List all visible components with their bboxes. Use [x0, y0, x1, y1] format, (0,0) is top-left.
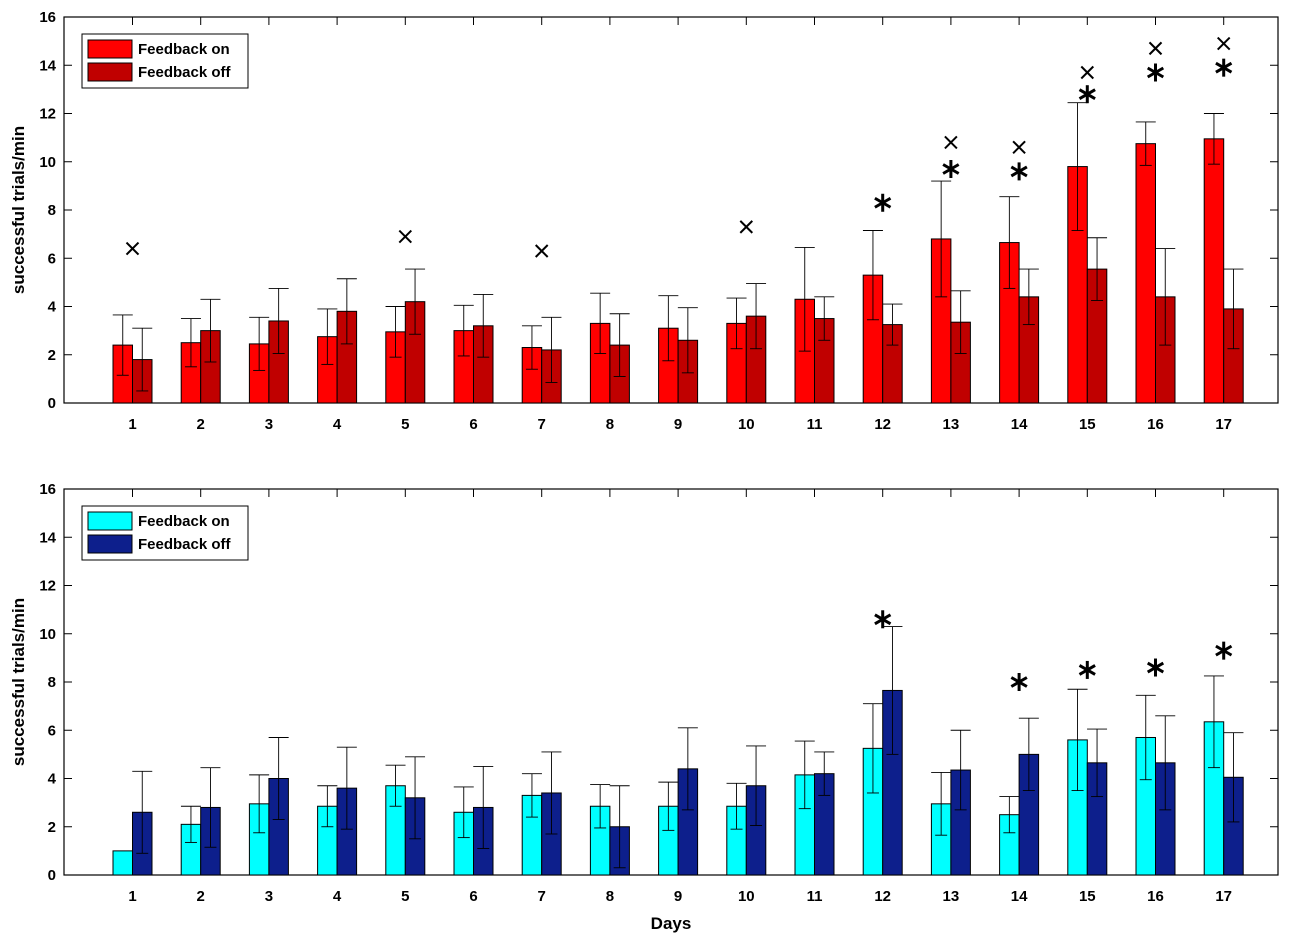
- top-ytick-label: 10: [39, 154, 56, 171]
- top-xtick-label: 17: [1215, 416, 1232, 433]
- top-xtick-label: 15: [1079, 416, 1096, 433]
- top-xtick-label: 6: [469, 416, 477, 433]
- top-legend-swatch-off: [87, 62, 133, 82]
- top-marker-asterisk: *: [1010, 162, 1028, 181]
- bottom-ytick-label: 2: [48, 819, 56, 836]
- bottom-ylabel: successful trials/min: [9, 598, 28, 766]
- top-xtick-label: 14: [1011, 416, 1028, 433]
- top-xtick-label: 1: [128, 416, 136, 433]
- top-xtick-label: 7: [538, 416, 546, 433]
- top-xtick-label: 4: [333, 416, 342, 433]
- top-ytick-label: 8: [48, 202, 56, 219]
- top-ytick-label: 12: [39, 106, 56, 123]
- top-xtick-label: 3: [265, 416, 273, 433]
- bottom-ytick-label: 14: [39, 529, 56, 546]
- top-marker-cross: ×: [1080, 65, 1095, 80]
- top-marker-cross: ×: [1148, 41, 1163, 56]
- top-marker-cross: ×: [944, 135, 958, 150]
- bottom-ytick-label: 8: [48, 674, 56, 691]
- top-ytick-label: 4: [48, 299, 57, 316]
- bottom-marker-asterisk: *: [874, 610, 892, 629]
- top-xtick-label: 11: [807, 416, 823, 433]
- bottom-xtick-label: 3: [265, 888, 273, 905]
- top-marker-cross: ×: [1012, 140, 1026, 154]
- bottom-xtick-label: 13: [943, 888, 960, 905]
- top-marker-asterisk: *: [1078, 85, 1096, 104]
- bottom-xtick-label: 9: [674, 888, 682, 905]
- top-legend-label-on: Feedback on: [138, 41, 230, 58]
- bottom-ytick-label: 4: [48, 771, 57, 788]
- top-marker-asterisk: *: [1146, 63, 1165, 82]
- bottom-xtick-label: 5: [401, 888, 409, 905]
- bottom-xtick-label: 4: [333, 888, 342, 905]
- top-ytick-label: 16: [39, 9, 56, 26]
- top-xtick-label: 12: [874, 416, 891, 433]
- bottom-ytick-label: 6: [48, 722, 56, 739]
- bottom-marker-asterisk: *: [1215, 641, 1233, 660]
- top-ytick-label: 14: [39, 57, 56, 74]
- bottom-xtick-label: 8: [606, 888, 614, 905]
- bottom-xtick-label: 2: [197, 888, 205, 905]
- top-ytick-label: 2: [48, 347, 56, 364]
- bottom-marker-asterisk: *: [1078, 660, 1096, 679]
- top-marker-asterisk: *: [1215, 58, 1233, 77]
- top-ytick-label: 0: [48, 395, 56, 412]
- top-xtick-label: 8: [606, 416, 614, 433]
- top-ytick-label: 6: [48, 250, 56, 267]
- top-xtick-label: 16: [1147, 416, 1164, 433]
- top-xtick-label: 5: [401, 416, 409, 433]
- top-marker-cross: ×: [1216, 36, 1231, 51]
- bottom-ytick-label: 16: [39, 481, 56, 498]
- bottom-xlabel: Days: [651, 914, 692, 933]
- bottom-xtick-label: 1: [128, 888, 136, 905]
- top-bar-on: [1135, 143, 1156, 404]
- bottom-marker-asterisk: *: [1146, 658, 1165, 677]
- top-marker-asterisk: *: [874, 193, 892, 212]
- top-xtick-label: 13: [943, 416, 960, 433]
- top-xtick-label: 9: [674, 416, 682, 433]
- bottom-xtick-label: 6: [469, 888, 477, 905]
- bottom-ytick-label: 12: [39, 578, 56, 595]
- top-marker-cross: ×: [125, 241, 140, 256]
- bottom-xtick-label: 16: [1147, 888, 1164, 905]
- top-xtick-label: 2: [197, 416, 205, 433]
- bottom-ytick-label: 10: [39, 626, 56, 643]
- bottom-marker-asterisk: *: [1010, 673, 1028, 691]
- bottom-legend-label-off: Feedback off: [138, 536, 232, 553]
- bottom-legend-swatch-off: [87, 534, 133, 554]
- bottom-legend-swatch-on: [87, 511, 133, 531]
- bottom-xtick-label: 12: [874, 888, 891, 905]
- bottom-xtick-label: 7: [538, 888, 546, 905]
- top-legend-swatch-on: [87, 39, 133, 59]
- top-marker-asterisk: *: [942, 159, 960, 178]
- top-legend-label-off: Feedback off: [138, 64, 232, 81]
- bottom-legend-label-on: Feedback on: [138, 513, 230, 530]
- top-marker-cross: ×: [739, 220, 754, 234]
- top-ylabel: successful trials/min: [9, 126, 28, 294]
- bottom-xtick-label: 15: [1079, 888, 1096, 905]
- top-marker-cross: ×: [534, 244, 549, 258]
- bottom-xtick-label: 11: [807, 888, 823, 905]
- bottom-xtick-label: 14: [1011, 888, 1028, 905]
- bottom-xtick-label: 10: [738, 888, 755, 905]
- top-xtick-label: 10: [738, 416, 755, 433]
- top-bar-on: [1203, 138, 1225, 404]
- bottom-ytick-label: 0: [48, 867, 56, 884]
- bottom-xtick-label: 17: [1215, 888, 1232, 905]
- top-marker-cross: ×: [398, 229, 413, 244]
- bottom-bar-on: [112, 850, 133, 876]
